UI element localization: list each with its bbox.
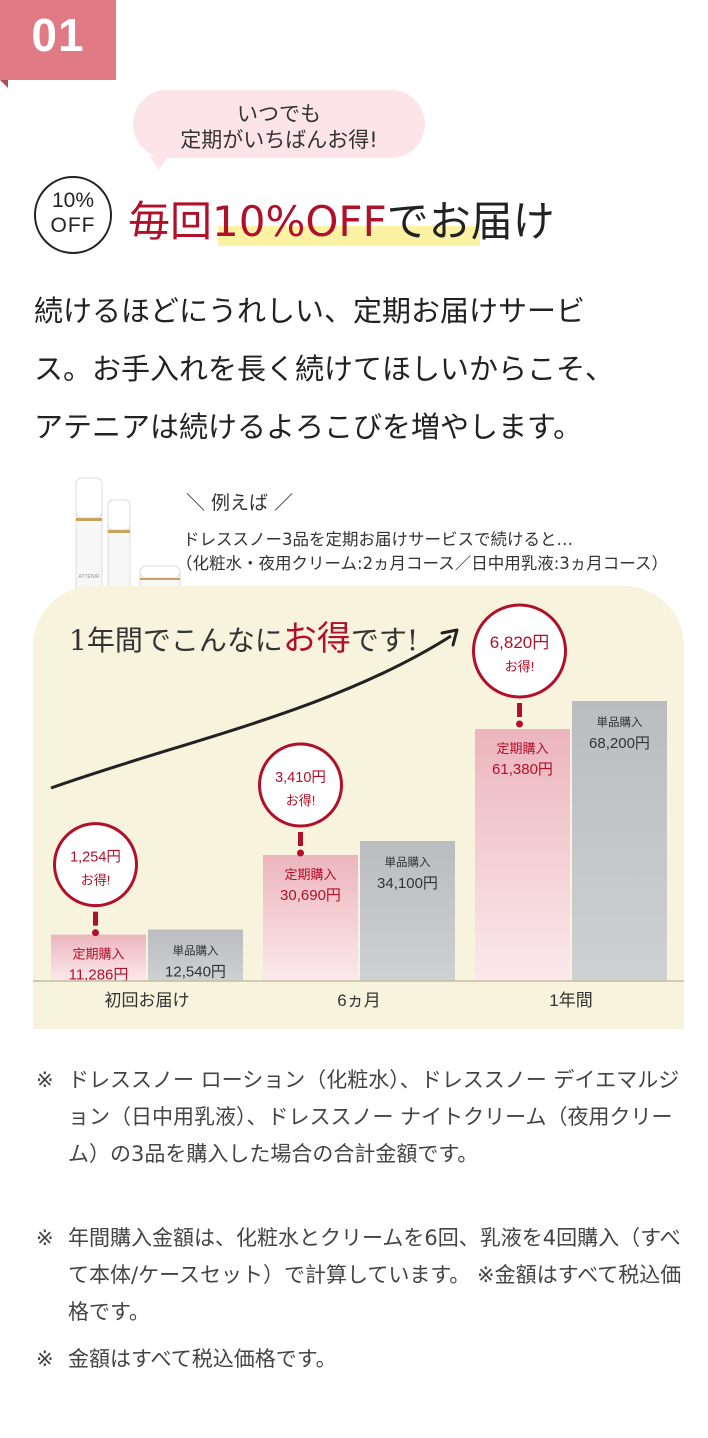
- off-badge-off: OFF: [50, 214, 96, 237]
- bar-teiki-1: [51, 934, 146, 981]
- chart-title: 1年間でこんなにお得です!: [69, 619, 418, 659]
- example-courses: （化粧水・夜用クリーム:2ヵ月コース／日中用乳液:3ヵ月コース）: [176, 554, 668, 573]
- off-badge: 10% OFF: [34, 176, 112, 254]
- savings-circle-2: [258, 742, 343, 828]
- savings-amount-2: 3,410円: [275, 770, 326, 786]
- footnote-3: ※ 金額はすべて税込価格です。: [36, 1341, 686, 1378]
- bar-tanpin-1: [148, 929, 243, 981]
- heading-part2: 10%OFF: [212, 197, 387, 246]
- bubble-line2: 定期がいちばんお得!: [180, 128, 378, 152]
- savings-circle-1: [53, 822, 138, 908]
- bar-tanpin-value-2: 34,100円: [377, 875, 438, 892]
- savings-circle-3: [472, 603, 567, 699]
- bar-tanpin-value-1: 12,540円: [165, 964, 226, 981]
- savings-text-2: お得!: [286, 793, 316, 808]
- bar-teiki-2: [263, 855, 358, 981]
- bubble-tail: [150, 156, 168, 170]
- product-bottles-image: ATTENIR: [75, 477, 181, 597]
- footnote-2-mark: ※: [36, 1226, 54, 1250]
- bar-teiki-value-2: 30,690円: [280, 887, 341, 904]
- example-description: ドレススノー3品を定期お届けサービスで続けると…: [183, 530, 573, 549]
- bar-tanpin-name-1: 単品購入: [173, 944, 219, 958]
- lead-line-2: ス。お手入れを長く続けてほしいからこそ、: [34, 352, 615, 386]
- category-label-1: 初回お届け: [105, 991, 190, 1010]
- bar-teiki-3: [475, 729, 570, 981]
- trend-arrowhead: [440, 628, 459, 647]
- bar-tanpin-3: [572, 701, 667, 981]
- bar-tanpin-value-3: 68,200円: [589, 735, 650, 752]
- section-number-badge: 01: [0, 0, 116, 80]
- category-label-2: 6ヵ月: [337, 991, 380, 1010]
- savings-amount-3: 6,820円: [490, 633, 550, 652]
- chart-title-part3: です!: [351, 624, 418, 657]
- section-heading: 毎回10%OFFでお届け: [128, 188, 555, 249]
- example-label: ＼ 例えば ／: [186, 492, 294, 514]
- savings-dot-3: [516, 720, 523, 728]
- savings-dot-1: [92, 929, 99, 937]
- footnote-1-text: ドレススノー ローション（化粧水）、ドレススノー デイエマルジョン（日中用乳液）…: [68, 1068, 680, 1166]
- off-badge-percent: 10%: [51, 189, 95, 212]
- heading-part1: 毎回: [128, 197, 213, 246]
- bar-teiki-name-2: 定期購入: [284, 867, 336, 882]
- bar-teiki-name-3: 定期購入: [496, 741, 548, 756]
- savings-amount-1: 1,254円: [70, 850, 121, 866]
- savings-chart: 1年間でこんなにお得です! 定期購入 11,286円 単品購入 12,540円初回お届…: [33, 603, 684, 1010]
- savings-dot-2: [297, 849, 304, 857]
- section-number: 01: [31, 9, 85, 61]
- trend-arrow: [50, 634, 452, 790]
- footnote-2: ※ 年間購入金額は、化粧水とクリームを6回、乳液を4回購入（すべて本体/ケースセ…: [36, 1220, 686, 1331]
- product-brand-text: ATTENIR: [78, 574, 99, 580]
- speech-bubble: いつでも 定期がいちばんお得!: [133, 90, 425, 158]
- lead-line-3: アテニアは続けるよろこびを増やします。: [34, 410, 583, 444]
- badge-fold: [0, 80, 8, 88]
- bar-teiki-value-1: 11,286円: [69, 967, 129, 984]
- savings-text-1: お得!: [81, 873, 111, 888]
- bubble-line1: いつでも: [237, 102, 321, 126]
- lead-line-1: 続けるほどにうれしい、定期お届けサービ: [34, 294, 586, 328]
- bar-tanpin-name-3: 単品購入: [597, 715, 643, 729]
- bar-tanpin-name-2: 単品購入: [385, 855, 431, 869]
- footnote-1-mark: ※: [36, 1068, 54, 1092]
- footnote-3-text: 金額はすべて税込価格です。: [68, 1347, 337, 1371]
- bar-tanpin-2: [360, 841, 455, 981]
- chart-title-part1: 1年間でこんなに: [69, 624, 283, 657]
- savings-text-3: お得!: [505, 659, 535, 674]
- heading-part3: でお届け: [386, 197, 555, 246]
- bar-teiki-value-3: 61,380円: [492, 761, 553, 778]
- chart-title-part2: お得: [283, 619, 351, 659]
- footnote-2-text: 年間購入金額は、化粧水とクリームを6回、乳液を4回購入（すべて本体/ケースセット…: [68, 1226, 682, 1324]
- bar-teiki-name-1: 定期購入: [72, 947, 124, 962]
- category-label-3: 1年間: [549, 991, 592, 1010]
- footnote-1: ※ ドレススノー ローション（化粧水）、ドレススノー デイエマルジョン（日中用乳…: [36, 1062, 686, 1173]
- footnote-3-mark: ※: [36, 1347, 54, 1371]
- heading-highlight: [218, 226, 480, 246]
